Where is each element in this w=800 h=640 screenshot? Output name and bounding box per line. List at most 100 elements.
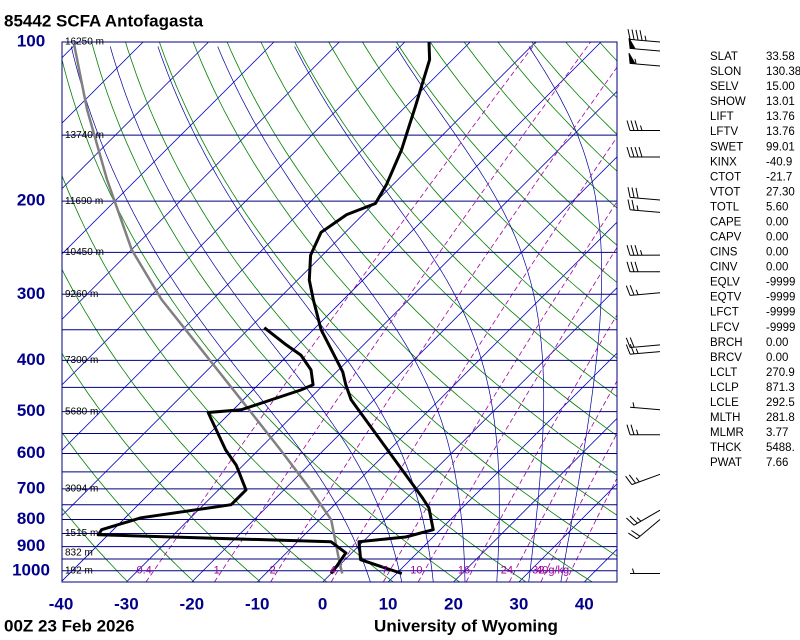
wind-barb	[626, 424, 661, 436]
index-value: 0.00	[766, 352, 788, 364]
isotherm	[322, 287, 617, 582]
height-label: 7300 m	[65, 355, 98, 366]
moist-adiabat	[217, 46, 466, 582]
x-tick-label: 40	[575, 594, 594, 613]
isotherm	[62, 42, 406, 386]
index-value: 13.76	[766, 126, 795, 138]
isotherm	[387, 352, 617, 582]
temperature-trace	[307, 42, 435, 575]
index-name: SLAT	[710, 51, 738, 63]
x-tick-label: 30	[509, 594, 528, 613]
dry-adiabat	[62, 174, 394, 582]
index-name: MLTH	[710, 412, 740, 424]
index-name: EQLV	[710, 277, 740, 289]
dry-adiabat	[396, 42, 617, 284]
index-value: 871.3	[766, 382, 795, 394]
index-name: CTOT	[710, 171, 741, 183]
index-name: SLON	[710, 66, 741, 78]
isotherm	[453, 417, 617, 582]
mixing-ratio-label: 4	[330, 565, 336, 577]
wind-barb	[625, 337, 661, 348]
dry-adiabat	[294, 42, 617, 398]
height-label: 3094 m	[65, 484, 98, 495]
height-label: 13740 m	[65, 130, 104, 141]
height-label: 5680 m	[65, 406, 98, 417]
footer-date: 00Z 23 Feb 2026	[4, 616, 134, 635]
y-tick-label: 400	[17, 350, 45, 369]
index-name: CINV	[710, 262, 738, 274]
isotherm	[62, 42, 209, 190]
dry-adiabat	[62, 268, 328, 582]
dry-adiabat	[125, 42, 593, 582]
moist-adiabat	[528, 46, 603, 582]
x-tick-label: -20	[180, 594, 205, 613]
mixing-ratio-label: 24	[501, 565, 513, 577]
x-tick-label: 10	[379, 594, 398, 613]
index-name: LCLP	[710, 382, 739, 394]
height-label: 832 m	[65, 548, 93, 559]
x-tick-label: -30	[114, 594, 139, 613]
index-value: 0.00	[766, 337, 788, 349]
dry-adiabat	[62, 58, 460, 582]
mixing-ratio-line	[382, 200, 617, 582]
index-value: 13.76	[766, 111, 795, 123]
index-name: SWET	[710, 141, 743, 153]
wind-barb	[630, 402, 661, 411]
isotherm	[518, 483, 617, 582]
height-label: 11690 m	[65, 196, 103, 207]
index-name: CAPE	[710, 216, 742, 228]
mixing-ratio-line	[565, 477, 617, 582]
index-name: CAPV	[710, 232, 742, 244]
y-tick-label: 700	[17, 478, 45, 497]
index-value: 281.8	[766, 412, 795, 424]
wind-barb	[628, 52, 661, 67]
index-value: 270.9	[766, 367, 795, 379]
mixing-ratio-label: 40g/kg	[536, 565, 569, 577]
mixing-ratio-label: 2	[270, 565, 276, 577]
mixing-ratio-label: 7	[382, 565, 388, 577]
index-name: TOTL	[710, 201, 740, 213]
plot-frame	[61, 41, 618, 583]
y-tick-label: 100	[17, 31, 45, 50]
index-name: EQTV	[710, 292, 742, 304]
index-name: LCLT	[710, 367, 737, 379]
index-name: MLMR	[710, 427, 744, 439]
isotherm	[62, 42, 471, 451]
index-name: LFCV	[710, 322, 740, 334]
wind-barb	[627, 29, 661, 43]
mixing-ratio-label: 32	[532, 565, 544, 577]
index-value: 0.00	[766, 247, 788, 259]
y-tick-label: 1000	[12, 560, 50, 579]
x-tick-label: -40	[49, 594, 74, 613]
wind-barb	[626, 261, 661, 273]
x-tick-label: -10	[245, 594, 270, 613]
index-value: 7.66	[766, 457, 788, 469]
index-value: -9999	[766, 292, 795, 304]
wind-barb	[625, 344, 661, 355]
index-value: 0.00	[766, 232, 788, 244]
height-label: 9260 m	[65, 289, 98, 300]
index-name: VTOT	[710, 186, 740, 198]
isotherm	[191, 156, 617, 582]
index-name: LFCT	[710, 307, 739, 319]
moist-adiabat	[70, 46, 371, 582]
wind-barb	[626, 509, 661, 526]
index-name: LCLE	[710, 397, 739, 409]
index-name: SELV	[710, 81, 739, 93]
wind-barb	[626, 146, 661, 158]
dry-adiabat	[91, 42, 527, 582]
index-value: 292.5	[766, 397, 795, 409]
wind-barb	[626, 245, 661, 256]
y-tick-label: 800	[17, 509, 45, 528]
index-name: KINX	[710, 156, 737, 168]
mixing-ratio-line	[145, 42, 537, 582]
index-name: LFTV	[710, 126, 738, 138]
dry-adiabat	[429, 42, 617, 246]
index-value: 130.38	[766, 66, 800, 78]
wind-barb	[626, 120, 661, 131]
wind-barb	[625, 473, 661, 486]
wind-barb	[628, 519, 661, 540]
x-tick-label: 0	[318, 594, 327, 613]
